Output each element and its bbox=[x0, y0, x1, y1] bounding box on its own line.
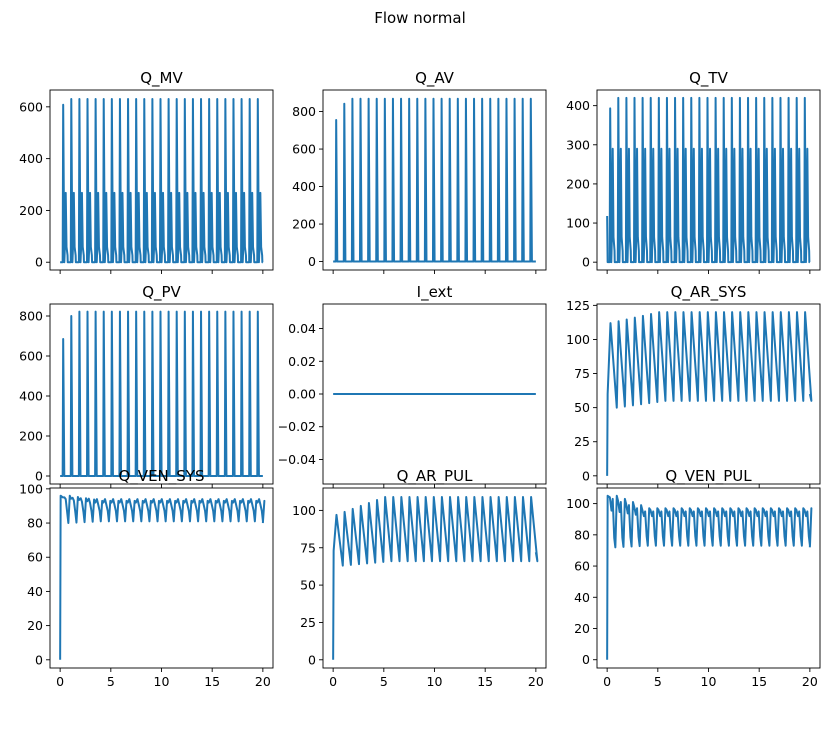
subplot-q-pv: Q_PV 0 200 400 600 800 bbox=[19, 283, 274, 488]
y-tick-label: 400 bbox=[19, 151, 43, 166]
y-tick-label: 75 bbox=[574, 366, 590, 381]
subplot-i-ext: I_ext 0.04 0.02 0.00 −0.02 −0.04 bbox=[278, 283, 547, 488]
x-tick-label: 5 bbox=[654, 674, 662, 689]
x-tick-label: 0 bbox=[56, 674, 64, 689]
y-tick-label: 100 bbox=[566, 216, 590, 231]
x-tick-label: 5 bbox=[107, 674, 115, 689]
y-tick-label: 0.04 bbox=[288, 321, 316, 336]
y-tick-label: 100 bbox=[566, 332, 590, 347]
subplot-title: Q_VEN_SYS bbox=[119, 467, 205, 486]
subplot-q-mv: Q_MV 0 200 400 600 bbox=[19, 69, 274, 274]
y-tick-label: 100 bbox=[19, 481, 43, 496]
axes-frame bbox=[322, 487, 547, 669]
subplot-title: Q_PV bbox=[142, 283, 181, 302]
subplot-q-ven-pul: Q_VEN_PUL 0 20 40 60 80 100 0 5 10 15 20 bbox=[566, 467, 821, 689]
x-tick-label: 10 bbox=[154, 674, 170, 689]
y-tick-label: 0.00 bbox=[288, 387, 316, 402]
y-tick-label: 100 bbox=[566, 496, 590, 511]
y-tick-label: 800 bbox=[292, 104, 316, 119]
y-tick-label: 60 bbox=[574, 559, 590, 574]
subplot-title: Q_AV bbox=[415, 69, 455, 88]
subplot-grid: Q_MV0200400600Q_AV0200400600800Q_TV01002… bbox=[19, 69, 821, 689]
subplot-q-tv: Q_TV 0 100 200 300 400 bbox=[566, 69, 821, 274]
y-tick-label: 80 bbox=[574, 527, 590, 542]
subplot-title: Q_TV bbox=[689, 69, 728, 88]
x-tick-label: 20 bbox=[528, 674, 544, 689]
x-tick-label: 5 bbox=[380, 674, 388, 689]
subplot-title: Q_AR_PUL bbox=[397, 467, 474, 486]
y-tick-label: 40 bbox=[27, 584, 43, 599]
x-tick-label: 20 bbox=[255, 674, 271, 689]
y-tick-label: 0 bbox=[35, 469, 43, 484]
x-tick-label: 10 bbox=[701, 674, 717, 689]
y-tick-label: 20 bbox=[574, 621, 590, 636]
y-tick-label: 75 bbox=[300, 540, 316, 555]
y-tick-label: 50 bbox=[574, 400, 590, 415]
y-tick-label: 100 bbox=[292, 503, 316, 518]
series-line bbox=[332, 495, 539, 660]
subplot-title: Q_MV bbox=[140, 69, 183, 88]
y-tick-label: 0.02 bbox=[288, 354, 316, 369]
y-tick-label: 20 bbox=[27, 618, 43, 633]
subplot-q-ar-sys: Q_AR_SYS 0 25 50 75 100 125 bbox=[566, 283, 821, 488]
series-line bbox=[60, 310, 263, 477]
y-tick-label: 50 bbox=[300, 578, 316, 593]
y-tick-label: 800 bbox=[19, 309, 43, 324]
series-line bbox=[59, 494, 266, 660]
y-tick-label: 0 bbox=[308, 254, 316, 269]
y-tick-label: 600 bbox=[19, 99, 43, 114]
y-tick-label: 40 bbox=[574, 590, 590, 605]
y-tick-label: 600 bbox=[19, 349, 43, 364]
series-line bbox=[606, 311, 813, 476]
y-tick-label: 0 bbox=[582, 255, 590, 270]
series-line bbox=[606, 96, 811, 264]
subplot-title: I_ext bbox=[417, 283, 453, 302]
y-tick-label: 300 bbox=[566, 137, 590, 152]
y-tick-label: 400 bbox=[19, 389, 43, 404]
y-tick-label: 200 bbox=[19, 203, 43, 218]
subplot-title: Q_AR_SYS bbox=[671, 283, 747, 302]
series-line bbox=[333, 97, 536, 263]
series-line bbox=[60, 98, 264, 264]
x-tick-label: 20 bbox=[802, 674, 818, 689]
y-tick-label: 200 bbox=[19, 429, 43, 444]
y-tick-label: 25 bbox=[300, 615, 316, 630]
y-tick-label: 400 bbox=[292, 179, 316, 194]
y-tick-label: −0.04 bbox=[278, 452, 316, 467]
subplot-q-ar-pul: Q_AR_PUL 0 25 50 75 100 0 5 10 15 20 bbox=[292, 467, 547, 689]
y-tick-label: 400 bbox=[566, 98, 590, 113]
y-tick-label: 0 bbox=[582, 652, 590, 667]
y-tick-label: 125 bbox=[566, 298, 590, 313]
y-tick-label: 25 bbox=[574, 434, 590, 449]
figure-suptitle: Flow normal bbox=[374, 9, 466, 27]
x-tick-label: 15 bbox=[477, 674, 493, 689]
x-tick-label: 15 bbox=[751, 674, 767, 689]
y-tick-label: 0 bbox=[35, 652, 43, 667]
y-tick-label: 80 bbox=[27, 516, 43, 531]
y-tick-label: 0 bbox=[35, 255, 43, 270]
y-tick-label: 0 bbox=[582, 468, 590, 483]
y-tick-label: −0.02 bbox=[278, 419, 316, 434]
x-tick-label: 0 bbox=[603, 674, 611, 689]
y-tick-label: 600 bbox=[292, 142, 316, 157]
y-tick-label: 0 bbox=[308, 652, 316, 667]
x-tick-label: 15 bbox=[204, 674, 220, 689]
series-line bbox=[606, 494, 813, 660]
y-tick-label: 200 bbox=[566, 176, 590, 191]
subplot-title: Q_VEN_PUL bbox=[665, 467, 752, 486]
subplot-q-av: Q_AV 0 200 400 600 800 bbox=[292, 69, 547, 274]
x-tick-label: 0 bbox=[329, 674, 337, 689]
y-tick-label: 60 bbox=[27, 550, 43, 565]
y-tick-label: 200 bbox=[292, 217, 316, 232]
x-tick-label: 10 bbox=[427, 674, 443, 689]
